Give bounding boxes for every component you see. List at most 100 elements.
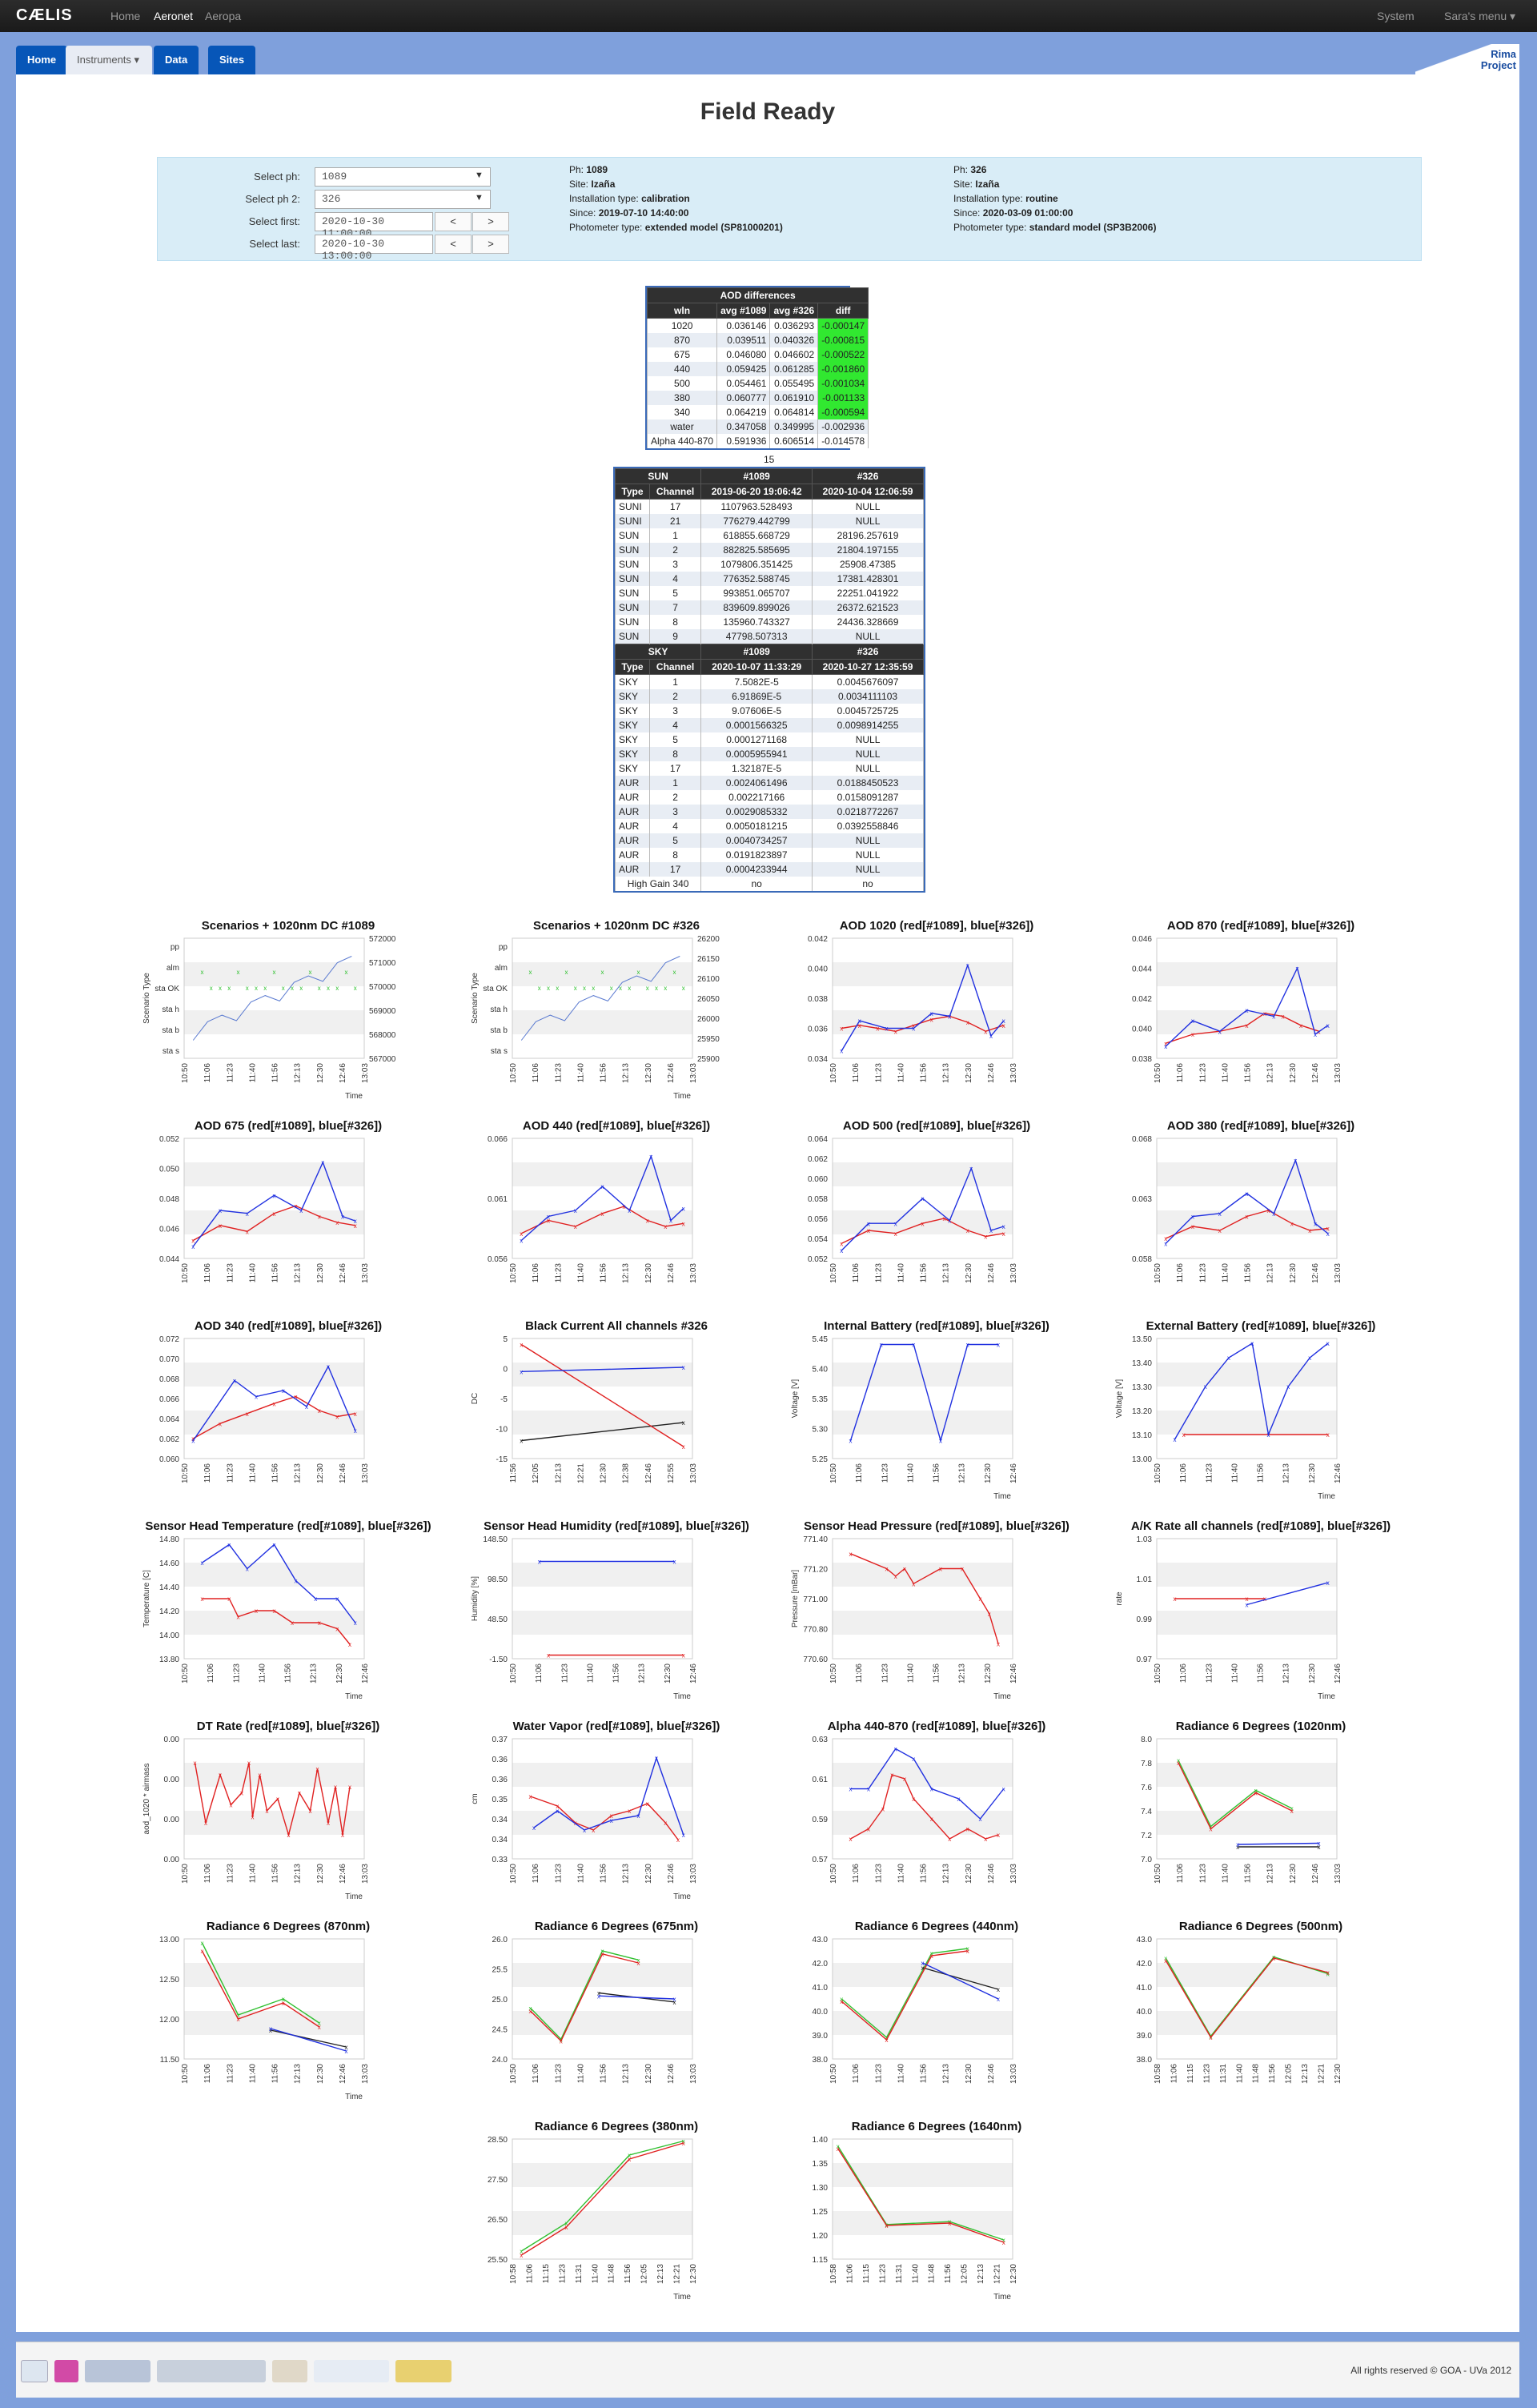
- grid-band: [833, 1210, 1013, 1234]
- ph2-site-value: Izaña: [975, 179, 1000, 190]
- grid-band: [1157, 1234, 1337, 1258]
- caelis-logo[interactable]: CÆLIS: [16, 6, 73, 24]
- ph1-ph: Ph: 1089: [569, 163, 783, 177]
- y-tick-label: 0.040: [1132, 1025, 1152, 1034]
- x-tick-label: 11:31: [895, 2264, 904, 2284]
- data-point: x: [227, 1542, 231, 1549]
- uva-logo[interactable]: [54, 2360, 78, 2382]
- x-tick-label: 12:30: [316, 1063, 325, 1083]
- first-next-button[interactable]: >: [472, 212, 509, 231]
- table-cell: 0.0029085332: [700, 805, 813, 819]
- nav-home[interactable]: Home: [110, 10, 141, 22]
- tab-data[interactable]: Data: [154, 46, 199, 74]
- select-first-input[interactable]: 2020-10-30 11:00:00: [315, 212, 433, 239]
- table-cell: 0.002217166: [700, 790, 813, 805]
- main-panel: Field Ready Select ph: 1089 ▼ Select ph …: [16, 74, 1519, 2332]
- data-point: x: [1210, 1824, 1213, 1831]
- last-next-button[interactable]: >: [472, 235, 509, 254]
- scenario-marker: x: [673, 969, 676, 976]
- series-line-red: [192, 1395, 355, 1439]
- data-point: x: [885, 2034, 889, 2041]
- y-tick-label: 26.50: [488, 2216, 508, 2225]
- x-tick-label: 11:40: [897, 1864, 905, 1884]
- rima-project-logo[interactable]: Rima Project: [1415, 44, 1519, 74]
- select-ph2-dropdown[interactable]: 326: [315, 190, 491, 209]
- data-point: x: [682, 2140, 685, 2147]
- inta-logo[interactable]: [85, 2360, 150, 2382]
- x-tick-label: 11:06: [852, 1263, 861, 1283]
- data-point: x: [269, 2025, 272, 2033]
- chart-title: Sensor Head Pressure (red[#1089], blue[#…: [804, 1519, 1069, 1533]
- data-point: x: [1002, 2239, 1005, 2246]
- ministerio-logo[interactable]: [395, 2360, 451, 2382]
- table-cell: NULL: [812, 833, 924, 848]
- y-tick-label: 0.61: [813, 1776, 829, 1784]
- data-point: x: [966, 1019, 969, 1026]
- data-point: x: [1326, 1022, 1330, 1029]
- data-point: x: [997, 1342, 1000, 1349]
- x-tick-label: 11:06: [1179, 1463, 1188, 1483]
- data-point: x: [1299, 1022, 1302, 1029]
- nav-system[interactable]: System: [1377, 10, 1415, 22]
- x-tick-label: 10:50: [181, 1864, 190, 1884]
- last-prev-button[interactable]: <: [435, 235, 472, 254]
- table-cell: -0.002936: [817, 419, 869, 434]
- x-tick-label: 12:30: [600, 1463, 608, 1483]
- tab-sites[interactable]: Sites: [208, 46, 256, 74]
- select-last-input[interactable]: 2020-10-30 13:00:00: [315, 235, 433, 262]
- ph2-inst-value: routine: [1025, 193, 1058, 204]
- table-cell: 2: [648, 689, 702, 704]
- table-cell: SKY: [615, 704, 650, 718]
- data-point: x: [327, 1363, 330, 1371]
- grid-band: [1157, 1162, 1337, 1186]
- data-point: x: [628, 2152, 631, 2159]
- x-axis-label: Time: [1318, 1492, 1335, 1501]
- aod-col-header: avg #1089: [716, 303, 771, 319]
- x-tick-label: 11:15: [542, 2264, 551, 2284]
- first-prev-button[interactable]: <: [435, 212, 472, 231]
- table-header-row: Type Channel 2019-06-20 19:06:42 2020-10-04…: [615, 484, 924, 500]
- data-point: x: [676, 1836, 680, 1844]
- chart: Radiance 6 Degrees (1640nm) 1.40 1.35 1.30 1…: [785, 2120, 1089, 2312]
- grid-band: [833, 1563, 1013, 1587]
- data-point: x: [912, 1580, 915, 1587]
- grid-band: [184, 1835, 364, 1859]
- data-point: x: [318, 1619, 321, 1627]
- nav-aeropa[interactable]: Aeropa: [205, 10, 242, 22]
- data-point: x: [345, 2048, 348, 2055]
- ign-logo[interactable]: [272, 2360, 307, 2382]
- series-line-blue: [202, 1543, 356, 1623]
- grid-band: [184, 1234, 364, 1258]
- y-tick-label: 27.50: [488, 2176, 508, 2185]
- tab-instruments[interactable]: Instruments ▾: [66, 46, 152, 74]
- goa-logo[interactable]: [21, 2360, 48, 2382]
- y-tick-label: 13.80: [159, 1656, 179, 1664]
- x-tick-label: 12:13: [294, 1463, 303, 1483]
- x-tick-label: 11:06: [855, 1463, 864, 1483]
- nav-aeronet[interactable]: Aeronet: [154, 10, 194, 22]
- x-tick-label: 10:50: [829, 1263, 838, 1283]
- series-line-red: [1165, 1957, 1328, 2039]
- x-tick-label: 10:50: [181, 2064, 190, 2084]
- plot-area: [512, 1938, 693, 2060]
- x-tick-label: 11:40: [576, 1263, 585, 1283]
- x-tick-label: 11:23: [226, 2064, 235, 2084]
- x-tick-label: 13:03: [1334, 1263, 1342, 1283]
- ph1-type-label: Photometer type:: [569, 222, 643, 233]
- y-tick-label: 0.034: [808, 1055, 828, 1064]
- table-cell: 0.0188450523: [812, 776, 924, 790]
- data-point: x: [921, 1965, 925, 1972]
- chart-title: Black Current All channels #326: [525, 1319, 708, 1333]
- data-point: x: [273, 1542, 276, 1549]
- aeronet-logo[interactable]: [157, 2360, 266, 2382]
- select-ph-dropdown[interactable]: 1089: [315, 167, 491, 187]
- x-tick-label: 12:46: [1311, 1263, 1320, 1283]
- grid-band: [512, 2163, 692, 2187]
- x-tick-label: 11:56: [920, 1263, 929, 1283]
- actris-logo[interactable]: [314, 2360, 389, 2382]
- data-point: x: [1272, 1955, 1275, 1962]
- data-point: x: [592, 1827, 595, 1834]
- user-menu[interactable]: Sara's menu ▾: [1444, 10, 1515, 23]
- x-axis-label: Time: [993, 1692, 1011, 1701]
- tab-home[interactable]: Home: [16, 46, 68, 74]
